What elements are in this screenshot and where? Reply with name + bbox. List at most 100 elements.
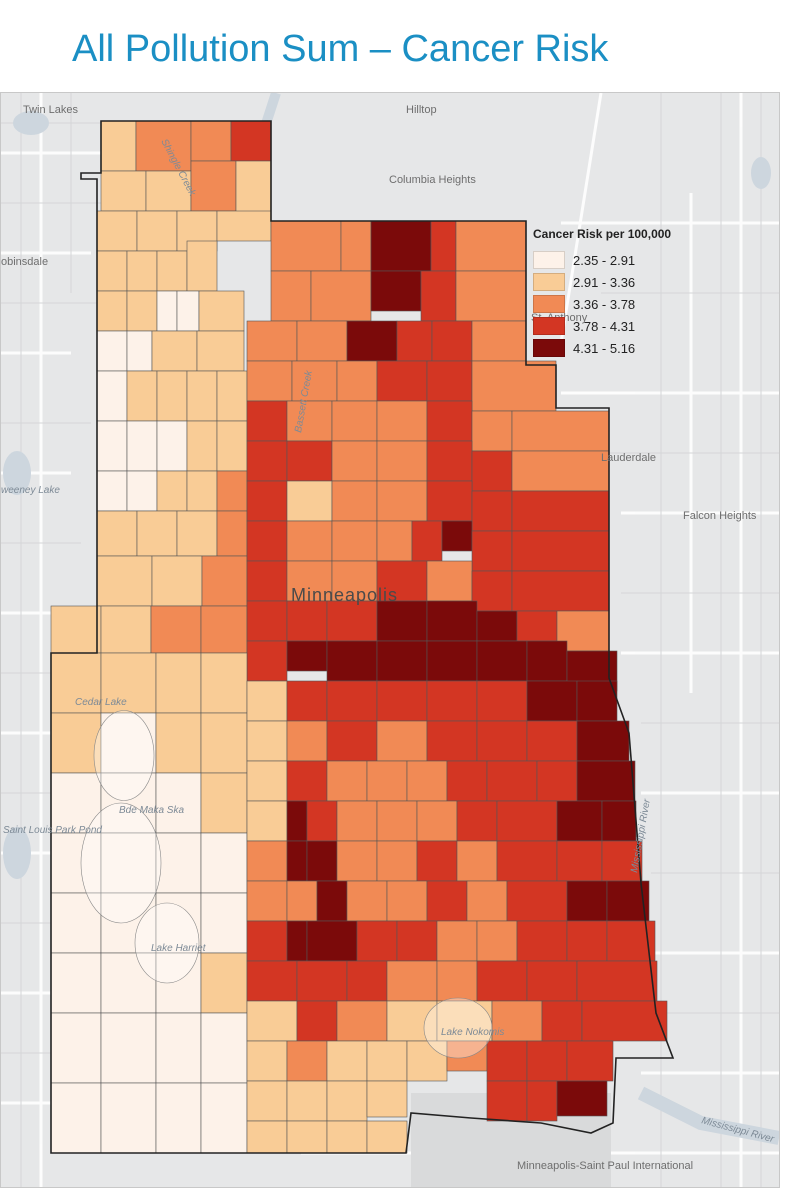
census-tract bbox=[186, 240, 218, 292]
census-tract bbox=[416, 840, 458, 882]
map-frame[interactable]: Twin Lakes Hilltop Columbia Heights obin… bbox=[0, 92, 780, 1188]
census-tract bbox=[336, 840, 378, 882]
census-tract bbox=[556, 800, 603, 842]
legend-item: 2.35 - 2.91 bbox=[533, 249, 733, 271]
census-tract bbox=[340, 220, 372, 272]
census-tract bbox=[155, 832, 202, 894]
lake bbox=[80, 802, 162, 924]
census-tract bbox=[376, 720, 428, 762]
census-tract bbox=[336, 1000, 388, 1042]
census-tract bbox=[576, 680, 618, 722]
place-columbia-heights: Columbia Heights bbox=[389, 174, 476, 186]
census-tract bbox=[246, 840, 288, 882]
census-tract bbox=[291, 360, 338, 402]
census-tract bbox=[296, 960, 348, 1002]
census-tract bbox=[246, 600, 288, 642]
census-tract bbox=[200, 952, 248, 1014]
census-tract bbox=[366, 1040, 408, 1082]
census-tract bbox=[286, 920, 308, 962]
place-hilltop: Hilltop bbox=[406, 104, 437, 116]
legend-item: 3.36 - 3.78 bbox=[533, 293, 733, 315]
census-tract bbox=[200, 892, 248, 954]
census-tract bbox=[100, 892, 157, 954]
census-tract bbox=[370, 270, 422, 312]
census-tract bbox=[246, 1000, 298, 1042]
census-tract bbox=[406, 1040, 448, 1082]
census-tract bbox=[471, 570, 513, 612]
census-tract bbox=[126, 330, 153, 372]
census-tract bbox=[491, 1000, 543, 1042]
census-tract bbox=[376, 600, 428, 642]
legend-label: 4.31 - 5.16 bbox=[573, 340, 636, 356]
census-tract bbox=[190, 120, 232, 162]
census-tract bbox=[455, 270, 527, 322]
census-tract bbox=[306, 840, 338, 882]
census-tract bbox=[296, 1000, 338, 1042]
census-tract bbox=[100, 952, 157, 1014]
census-tract bbox=[511, 490, 610, 532]
census-tract bbox=[326, 1040, 368, 1082]
census-tract bbox=[366, 1120, 408, 1154]
census-tract bbox=[216, 420, 248, 472]
census-tract bbox=[96, 420, 128, 472]
census-tract bbox=[526, 720, 578, 762]
census-tract bbox=[331, 480, 378, 522]
census-tract bbox=[246, 920, 288, 962]
census-tract bbox=[326, 760, 368, 802]
legend-swatch bbox=[533, 295, 565, 313]
census-tract bbox=[96, 510, 138, 557]
choropleth-map[interactable]: Twin Lakes Hilltop Columbia Heights obin… bbox=[1, 93, 779, 1187]
census-tract bbox=[96, 470, 128, 512]
census-tract bbox=[286, 560, 333, 602]
census-tract bbox=[50, 712, 102, 774]
place-bde-maka-ska: Bde Maka Ska bbox=[119, 805, 184, 816]
census-tract bbox=[200, 652, 248, 714]
census-tract bbox=[326, 600, 378, 642]
census-tract bbox=[426, 640, 478, 682]
census-tract bbox=[50, 832, 102, 894]
place-cedar-lake: Cedar Lake bbox=[75, 697, 127, 708]
census-tract bbox=[346, 880, 388, 922]
census-tract bbox=[506, 880, 568, 922]
census-tract bbox=[511, 570, 610, 612]
census-tract bbox=[511, 450, 610, 492]
census-tract bbox=[511, 530, 610, 572]
census-tract bbox=[426, 480, 473, 522]
census-tract bbox=[96, 290, 128, 332]
census-tract bbox=[186, 370, 218, 422]
census-tract bbox=[246, 880, 288, 922]
census-tract bbox=[186, 420, 218, 472]
place-saint-louis-park-pond: Saint Louis Park Pond bbox=[3, 825, 102, 836]
census-tract bbox=[456, 800, 498, 842]
census-tract bbox=[376, 360, 428, 402]
census-tract bbox=[576, 720, 630, 762]
census-tract bbox=[155, 712, 202, 774]
city-boundary bbox=[50, 120, 675, 1154]
census-tract bbox=[386, 1000, 438, 1042]
census-tract bbox=[246, 1120, 288, 1154]
census-tract bbox=[386, 880, 428, 922]
place-airport: Minneapolis-Saint Paul International bbox=[517, 1160, 693, 1172]
census-tract bbox=[376, 840, 418, 882]
census-tract bbox=[416, 800, 458, 842]
census-tract bbox=[50, 772, 102, 834]
census-tract bbox=[476, 720, 528, 762]
census-tract bbox=[420, 270, 457, 322]
census-tract bbox=[471, 320, 527, 362]
census-tract bbox=[471, 490, 513, 532]
census-tract bbox=[216, 370, 248, 422]
census-tract bbox=[246, 800, 288, 842]
legend-label: 3.78 - 4.31 bbox=[573, 318, 636, 334]
census-tract bbox=[471, 530, 513, 572]
census-tract bbox=[286, 1120, 328, 1154]
census-tract bbox=[286, 680, 328, 722]
census-tract bbox=[100, 120, 137, 172]
census-tract bbox=[286, 880, 318, 922]
census-tract bbox=[426, 720, 478, 762]
census-tract bbox=[286, 1080, 328, 1122]
census-tract bbox=[100, 832, 157, 894]
census-tract bbox=[126, 250, 158, 292]
census-tract bbox=[511, 410, 610, 452]
census-tract bbox=[541, 1000, 583, 1042]
census-tract bbox=[155, 652, 202, 714]
